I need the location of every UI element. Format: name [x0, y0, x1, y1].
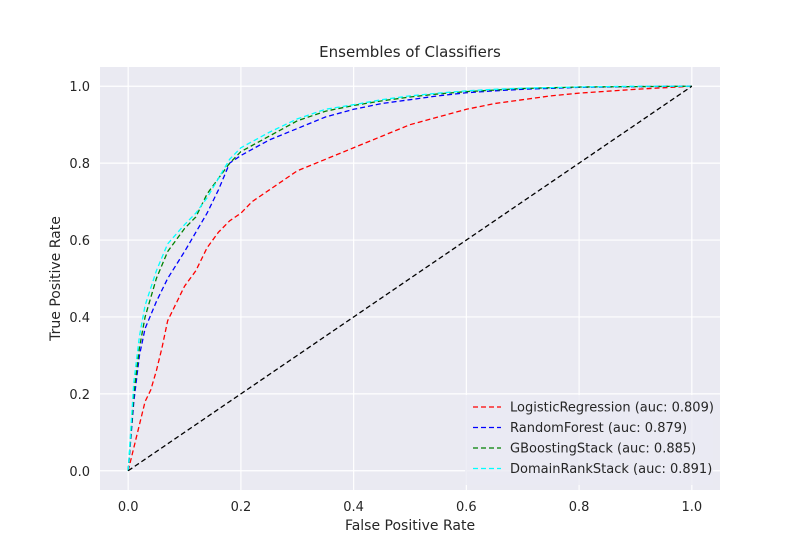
x-tick-label: 0.8: [569, 500, 590, 515]
chart-title: Ensembles of Classifiers: [319, 43, 501, 61]
tick-labels: 0.0 0.2 0.4 0.6 0.8 1.0 0.0 0.2 0.4 0.6 0.8 1.0: [69, 80, 702, 515]
legend-label-3: DomainRankStack (auc: 0.891): [510, 462, 712, 477]
legend-label-2: GBoostingStack (auc: 0.885): [510, 442, 696, 457]
x-tick-label: 0.0: [118, 500, 139, 515]
series-line-2: [127, 85, 692, 471]
legend-label-1: RandomForest (auc: 0.879): [510, 421, 687, 436]
y-tick-label: 0.0: [69, 465, 90, 480]
x-tick-label: 0.6: [456, 500, 477, 515]
x-tick-label: 1.0: [681, 500, 702, 515]
chance-diagonal-line: [127, 85, 693, 472]
legend-label-0: LogisticRegression (auc: 0.809): [510, 401, 714, 416]
series-line-1: [127, 85, 692, 471]
y-tick-label: 0.6: [69, 234, 90, 249]
legend-box: [465, 395, 713, 485]
y-tick-label: 0.4: [69, 311, 90, 326]
series-line-0: [127, 85, 692, 471]
y-tick-label: 0.2: [69, 388, 90, 403]
y-tick-label: 0.8: [69, 157, 90, 172]
legend: LogisticRegression (auc: 0.809) RandomFor…: [465, 395, 714, 485]
x-axis-label: False Positive Rate: [345, 518, 475, 534]
series-line-3: [127, 85, 692, 471]
y-tick-label: 1.0: [69, 80, 90, 95]
grid: [100, 67, 720, 490]
x-tick-label: 0.4: [343, 500, 364, 515]
series-lines: [127, 85, 693, 472]
y-axis-label: True Positive Rate: [48, 216, 64, 342]
x-tick-label: 0.2: [231, 500, 252, 515]
